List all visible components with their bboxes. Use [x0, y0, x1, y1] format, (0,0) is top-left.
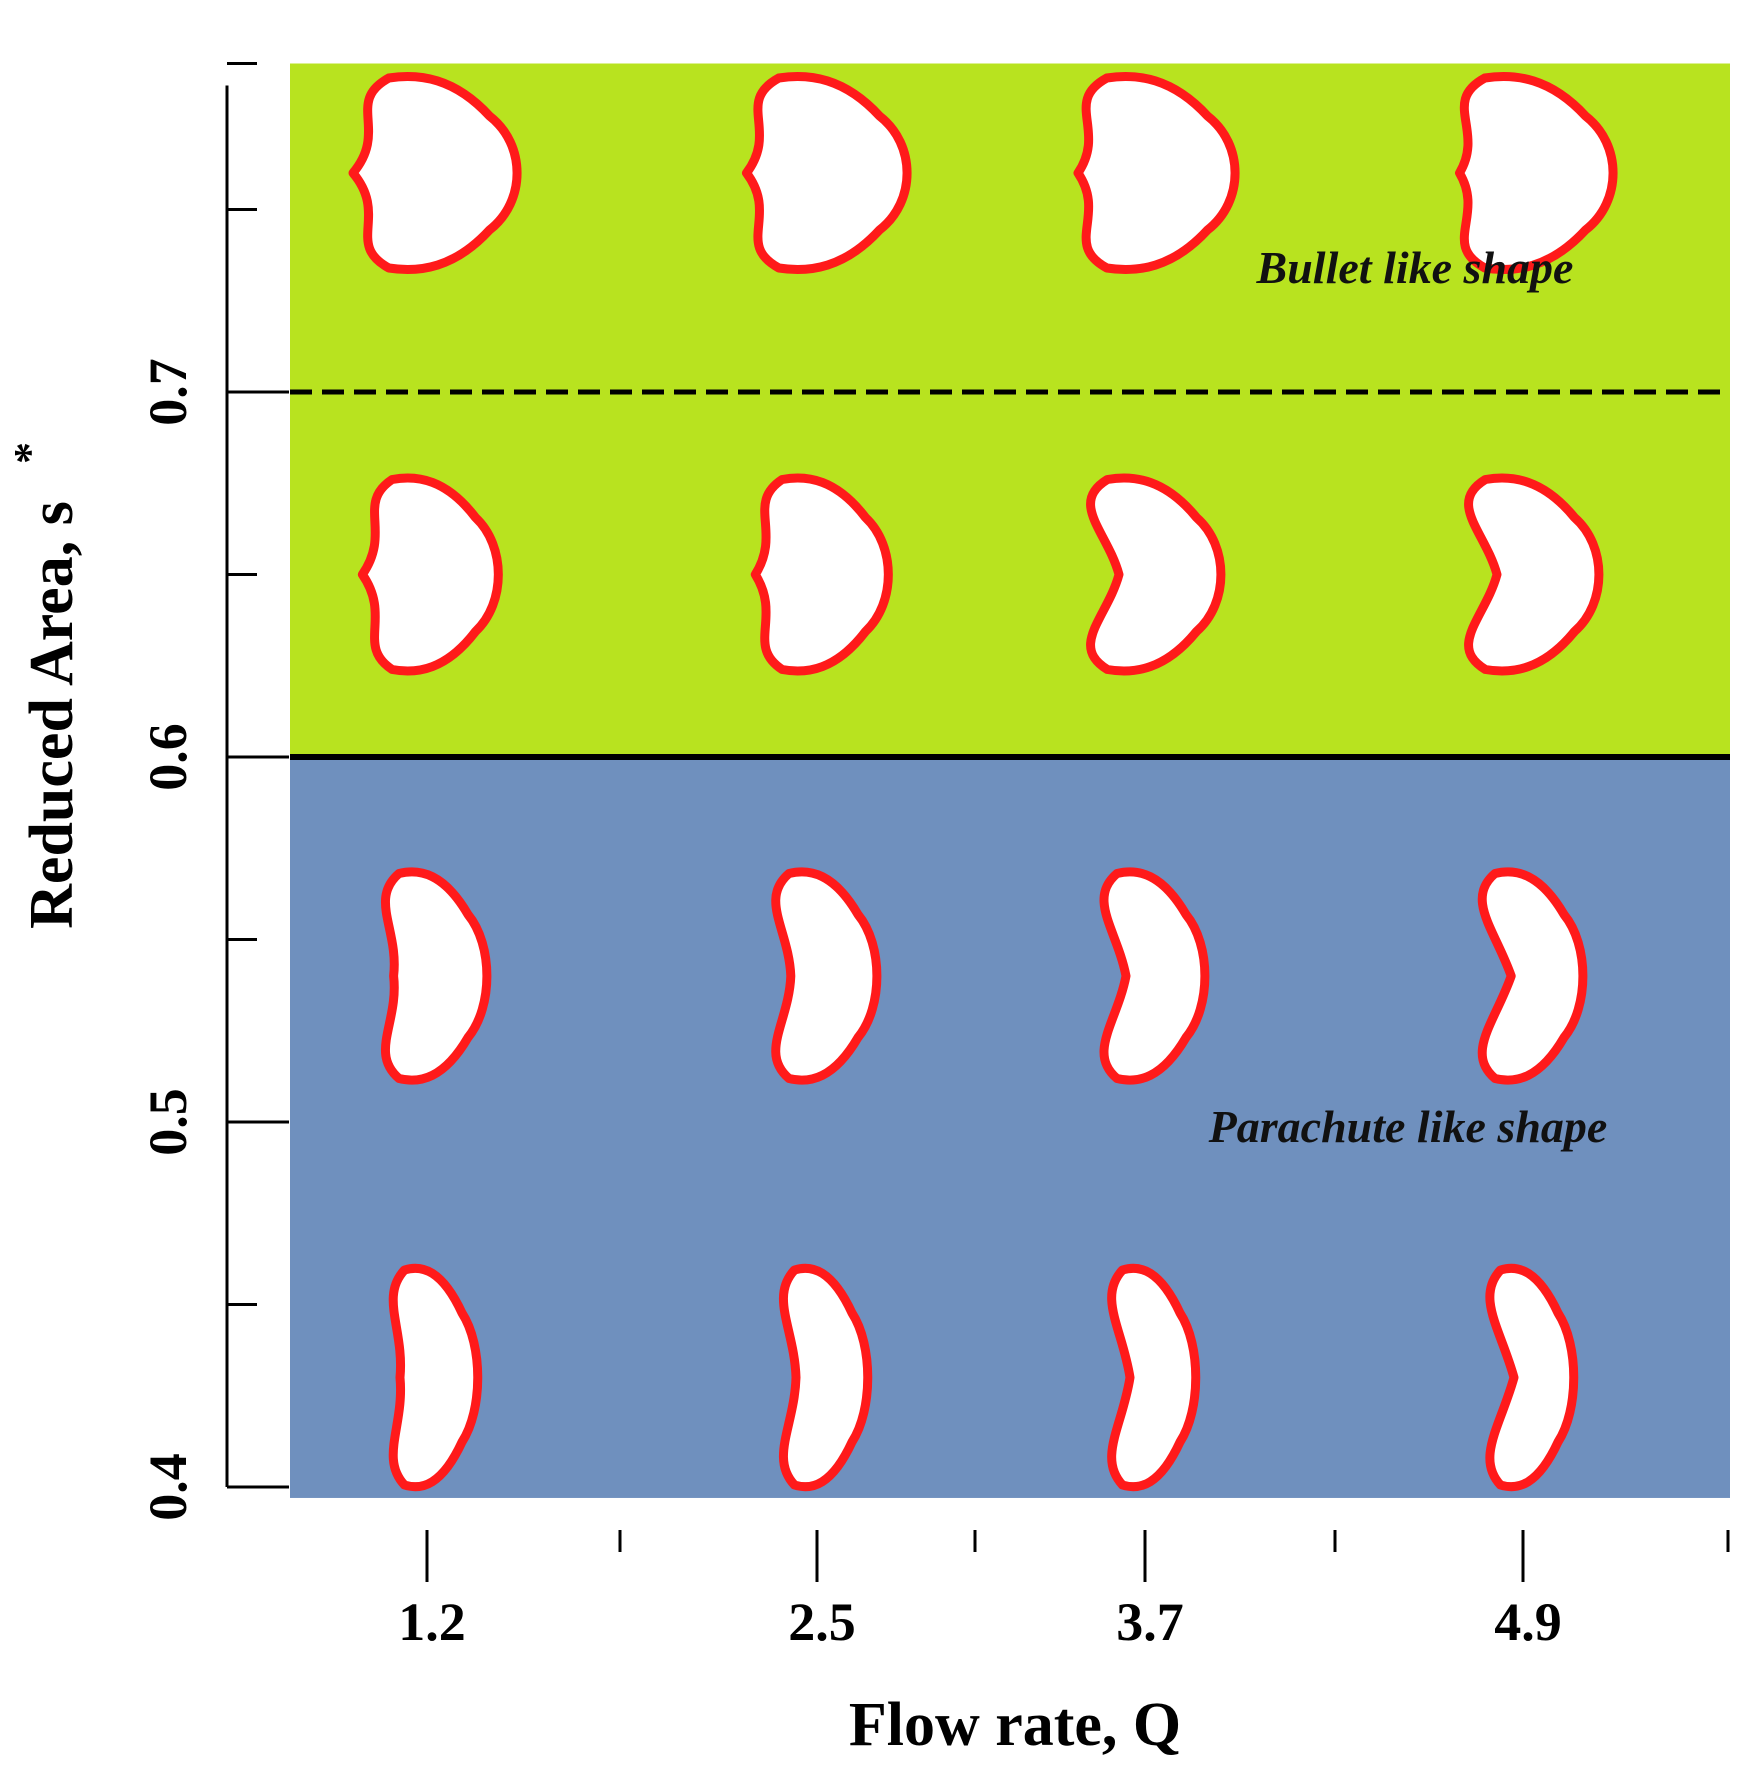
- x-tick-label-0: 1.2: [398, 1592, 466, 1652]
- cell-shape-r2-c0-parachute: [380, 867, 492, 1085]
- region-label-bullet: Bullet like shape: [1256, 242, 1574, 293]
- y-axis-title-superscript: *: [5, 442, 54, 464]
- y-tick-label-0: 0.4: [138, 1453, 198, 1521]
- y-tick-label-1: 0.5: [138, 1088, 198, 1156]
- axes-layer: 0.4 0.5 0.6 0.7 1.2 2.5 3.7 4.9: [138, 62, 1730, 1652]
- cell-shape-r2-c2-parachute: [1099, 867, 1210, 1085]
- y-axis-title: Reduced Area, s: [18, 501, 86, 929]
- cell-shape-r0-c3-bullet: [1455, 71, 1618, 275]
- y-axis-title-group: Reduced Area, s *: [5, 442, 86, 929]
- boundaries-layer: [290, 389, 1730, 760]
- cell-shape-r1-c3-parachute: [1464, 473, 1604, 676]
- cell-shape-r0-c2-bullet: [1073, 71, 1240, 275]
- region-label-parachute: Parachute like shape: [1208, 1101, 1608, 1152]
- x-tick-label-1: 2.5: [788, 1592, 856, 1652]
- cell-shape-r3-c2-parachute: [1107, 1263, 1201, 1492]
- cell-shape-r1-c2-parachute: [1086, 473, 1226, 676]
- cell-shape-r3-c3-parachute: [1485, 1263, 1579, 1492]
- y-tick-label-2: 0.6: [138, 723, 198, 791]
- cell-shape-r1-c0-bullet: [357, 473, 503, 676]
- cell-shape-r3-c1-parachute: [778, 1263, 873, 1492]
- y-tick-label-3: 0.7: [138, 358, 198, 426]
- cell-shape-r2-c3-parachute: [1477, 867, 1588, 1085]
- cell-shape-r0-c0-bullet: [348, 71, 522, 275]
- cell-shape-r0-c1-bullet: [742, 71, 912, 275]
- cell-shape-r1-c1-bullet: [750, 473, 893, 676]
- x-axis-title: Flow rate, Q: [849, 1691, 1181, 1759]
- cell-shape-r2-c1-parachute: [771, 867, 882, 1085]
- x-tick-label-3: 4.9: [1494, 1592, 1562, 1652]
- cell-shape-r3-c0-parachute: [388, 1263, 483, 1492]
- x-tick-label-2: 3.7: [1116, 1592, 1184, 1652]
- shapes-layer: [348, 71, 1618, 1492]
